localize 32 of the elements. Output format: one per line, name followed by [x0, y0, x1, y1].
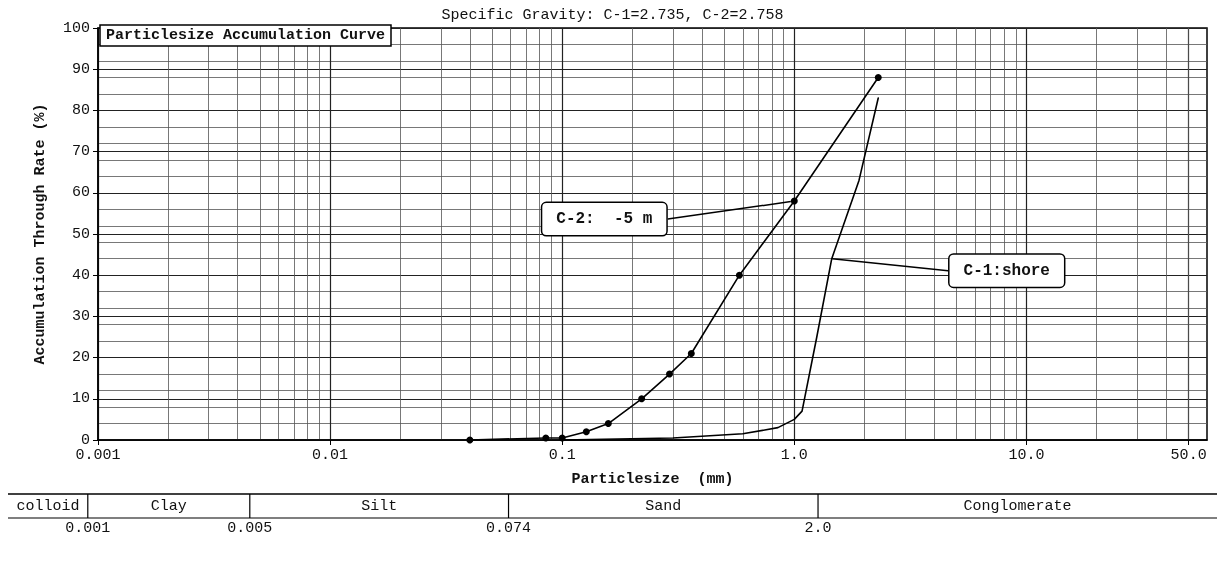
y-tick-label: 20: [71, 349, 90, 367]
x-axis-title: Particlesize (mm): [571, 471, 734, 488]
text: C-2: -5 m: [556, 210, 653, 229]
x-tick-label: 0.01: [312, 447, 349, 464]
y-axis-title: Accumulation Through Rate (%): [32, 103, 49, 365]
text: Conglomerate: [963, 497, 1072, 515]
y-tick-label: 90: [71, 60, 90, 78]
x-tick-label: 0.001: [75, 447, 121, 464]
text: 0.074: [486, 520, 532, 537]
chart-title: Particlesize Accumulation Curve: [106, 27, 386, 44]
x-tick-label: 0.1: [548, 447, 576, 464]
chart-subtitle: Specific Gravity: C-1=2.735, C-2=2.758: [441, 7, 784, 24]
text: Silt: [361, 497, 398, 515]
x-tick-label: 50.0: [1170, 447, 1207, 464]
y-tick-label: 60: [71, 184, 90, 202]
text: Sand: [645, 497, 682, 515]
text: Clay: [150, 497, 187, 515]
y-tick-label: 50: [71, 225, 90, 243]
y-tick-label: 100: [62, 19, 90, 37]
y-tick-label: 40: [71, 266, 90, 284]
text: colloid: [16, 497, 80, 515]
y-tick-label: 10: [71, 390, 90, 408]
x-tick-label: 10.0: [1008, 447, 1045, 464]
y-tick-label: 30: [71, 307, 90, 325]
text: 2.0: [804, 520, 832, 537]
x-tick-label: 1.0: [780, 447, 808, 464]
y-tick-label: 80: [71, 101, 90, 119]
y-tick-label: 70: [71, 143, 90, 161]
text: 0.001: [65, 520, 111, 537]
text: C-1:shore: [963, 261, 1050, 280]
text: 0.005: [227, 520, 273, 537]
y-tick-label: 0: [80, 431, 90, 449]
